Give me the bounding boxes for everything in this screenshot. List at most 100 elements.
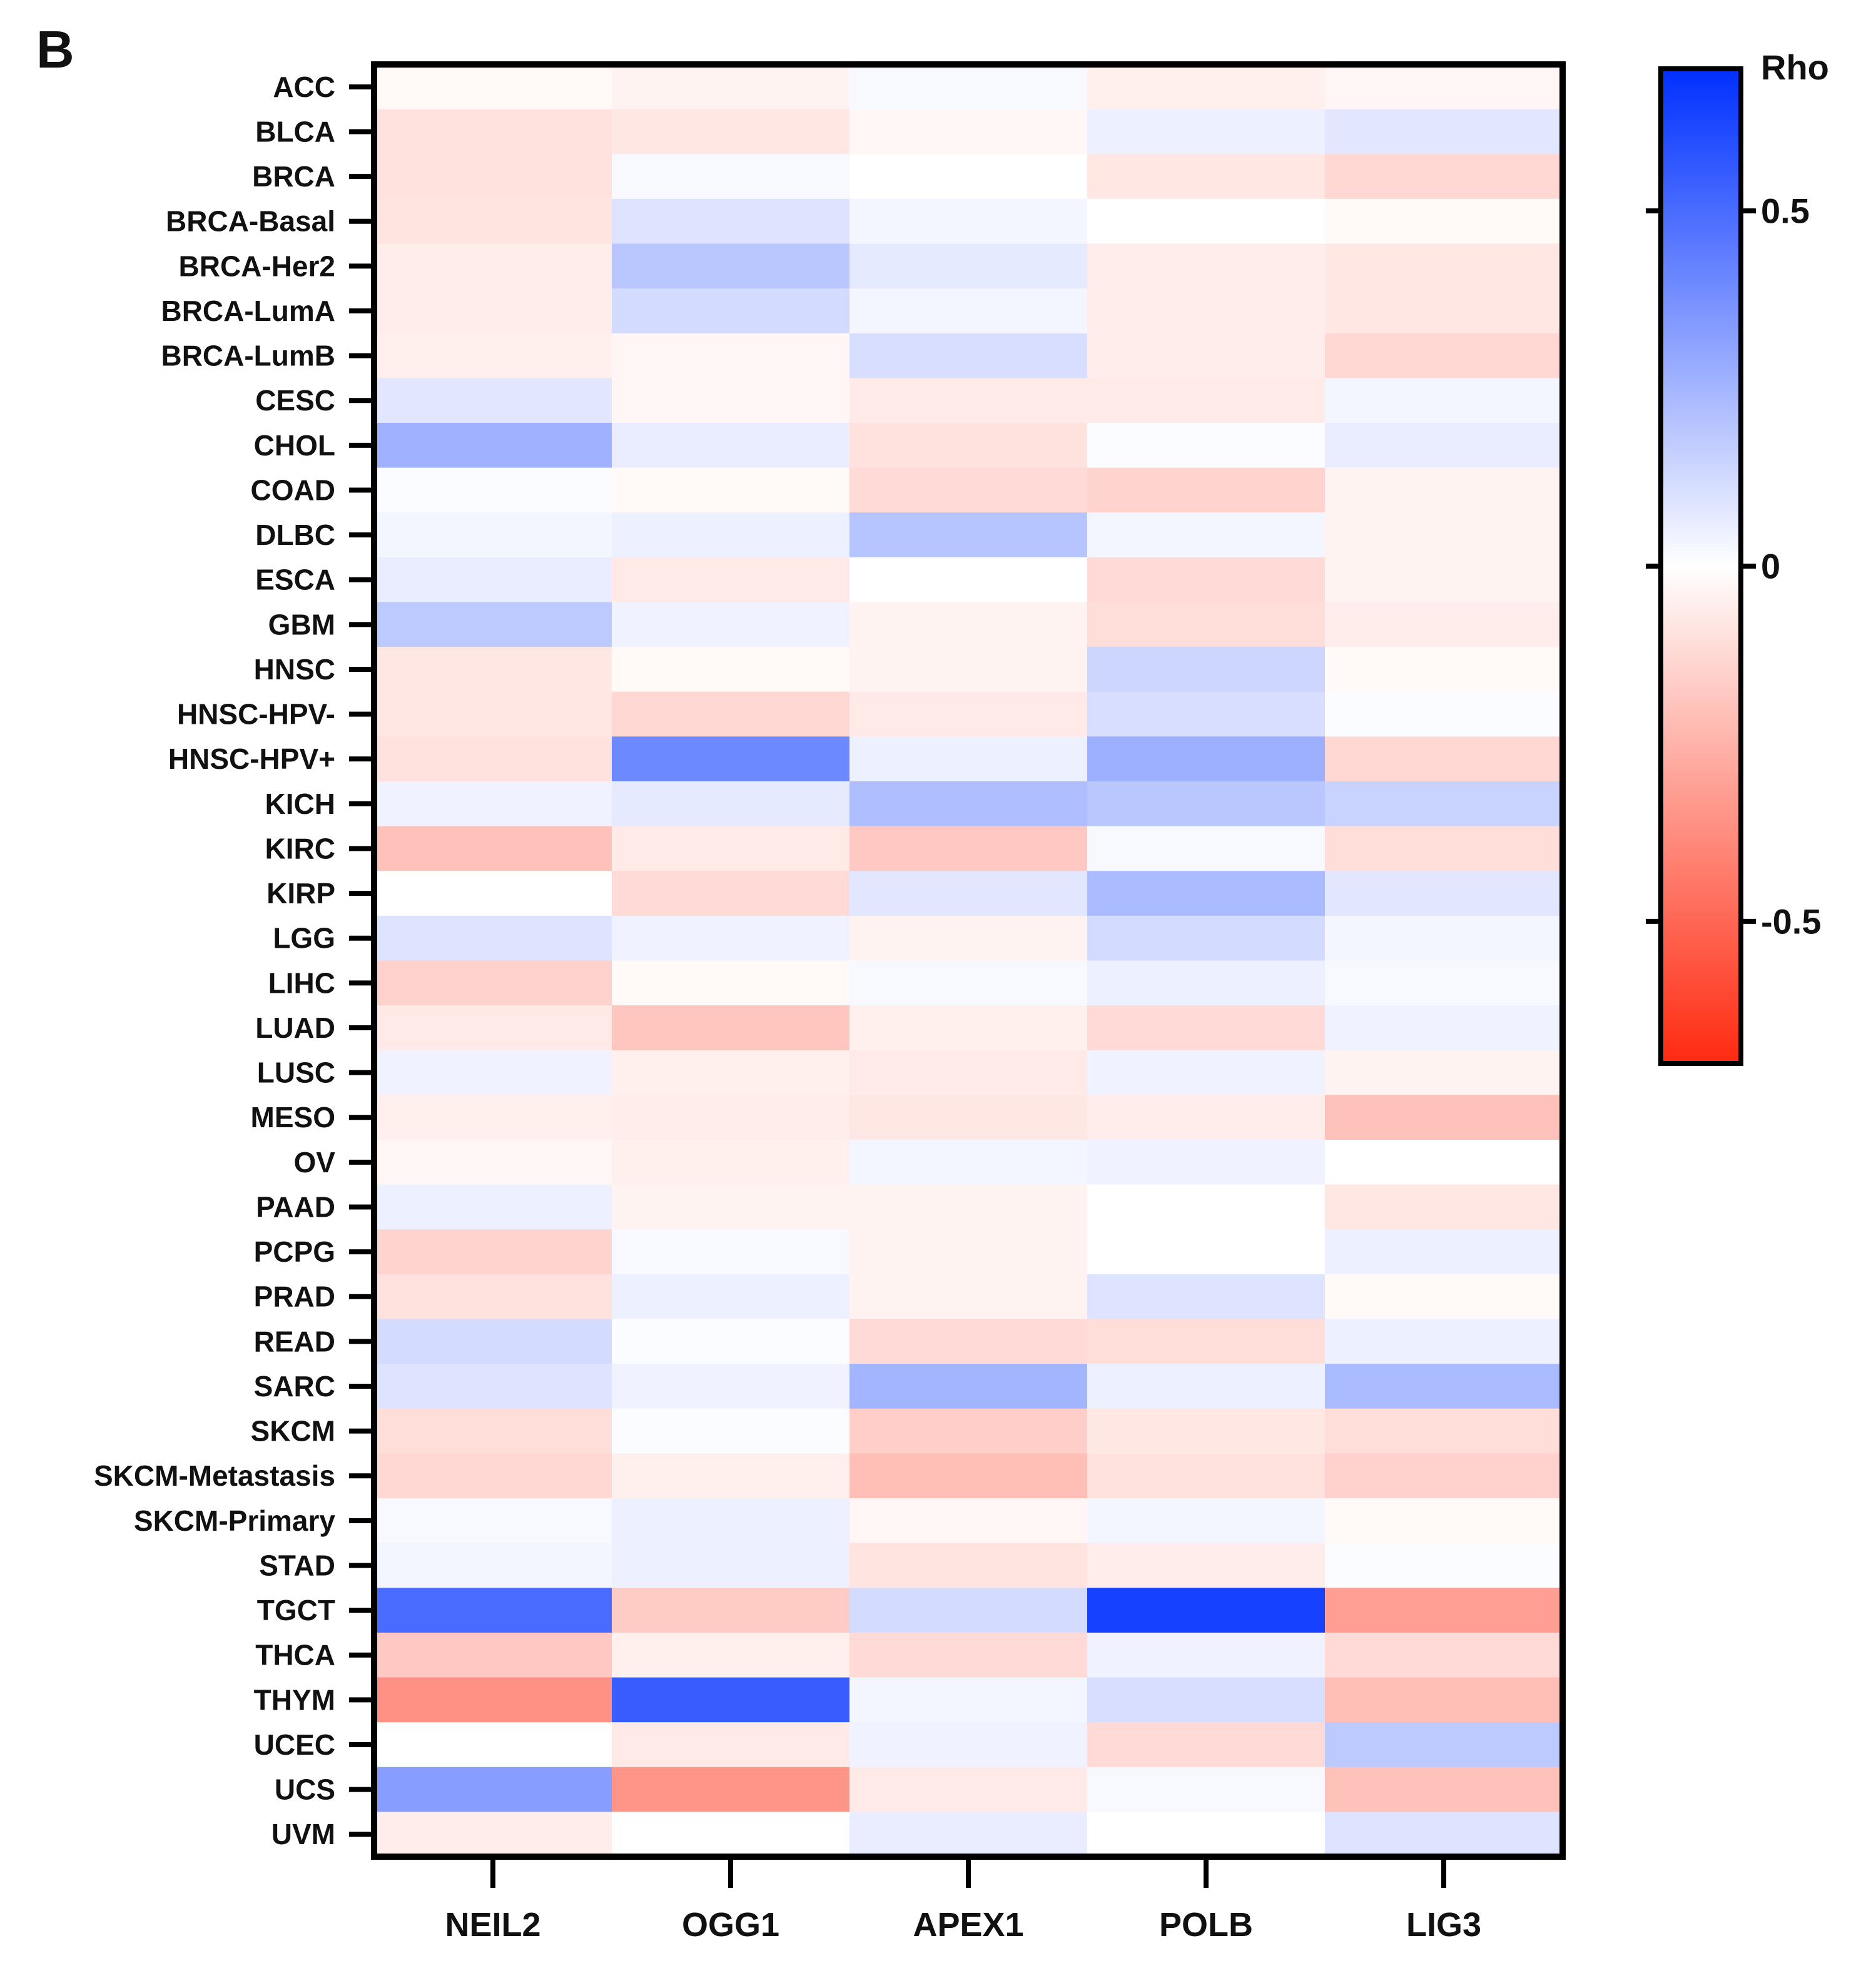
cell-esca-apex1 xyxy=(849,557,1088,603)
colorbar-ticks: 0.5 0 -0.5 xyxy=(1646,191,1822,941)
cell-kirp-lig3 xyxy=(1325,871,1563,916)
panel-label: B xyxy=(36,20,74,79)
cell-skcm-primary-ogg1 xyxy=(612,1498,850,1544)
cell-kirp-polb xyxy=(1087,871,1326,916)
cell-stad-polb xyxy=(1087,1543,1326,1588)
cell-cesc-polb xyxy=(1087,378,1326,424)
cell-skcm-lig3 xyxy=(1325,1408,1563,1454)
cell-hnsc-hpv-ogg1 xyxy=(612,691,850,737)
cell-kirp-neil2 xyxy=(374,871,612,916)
row-label-brca-her2: BRCA-Her2 xyxy=(179,250,335,282)
cell-brca-her2-polb xyxy=(1087,243,1326,289)
cell-ov-ogg1 xyxy=(612,1140,850,1185)
cell-hnsc-polb xyxy=(1087,647,1326,692)
row-label-skcm-metastasis: SKCM-Metastasis xyxy=(94,1459,335,1492)
cell-chol-neil2 xyxy=(374,423,612,469)
cell-ucs-neil2 xyxy=(374,1767,612,1812)
column-label-polb: POLB xyxy=(1159,1906,1253,1944)
row-label-lihc: LIHC xyxy=(268,966,335,999)
cell-thca-apex1 xyxy=(849,1632,1088,1678)
cell-lgg-apex1 xyxy=(849,915,1088,961)
row-label-thym: THYM xyxy=(254,1683,335,1716)
cell-thym-apex1 xyxy=(849,1677,1088,1723)
cell-brca-lig3 xyxy=(1325,154,1563,200)
row-label-brca-luma: BRCA-LumA xyxy=(161,295,335,327)
cell-lihc-polb xyxy=(1087,960,1326,1006)
cell-brca-basal-neil2 xyxy=(374,198,612,245)
cell-read-polb xyxy=(1087,1319,1326,1364)
cell-meso-lig3 xyxy=(1325,1095,1563,1140)
cell-coad-ogg1 xyxy=(612,467,850,513)
cell-thym-lig3 xyxy=(1325,1677,1563,1723)
cell-prad-lig3 xyxy=(1325,1274,1563,1320)
cell-hnsc-neil2 xyxy=(374,647,612,692)
cell-blca-lig3 xyxy=(1325,109,1563,155)
cell-acc-lig3 xyxy=(1325,64,1563,110)
cell-cesc-apex1 xyxy=(849,378,1088,424)
cell-meso-apex1 xyxy=(849,1095,1088,1140)
row-label-ov: OV xyxy=(294,1146,336,1179)
cell-meso-neil2 xyxy=(374,1095,612,1140)
cell-thca-neil2 xyxy=(374,1632,612,1678)
cell-kirc-neil2 xyxy=(374,826,612,871)
cell-ucs-lig3 xyxy=(1325,1767,1563,1812)
cell-skcm-primary-lig3 xyxy=(1325,1498,1563,1544)
row-label-uvm: UVM xyxy=(271,1818,335,1850)
cell-dlbc-polb xyxy=(1087,512,1326,558)
cell-uvm-polb xyxy=(1087,1812,1326,1857)
cell-dlbc-apex1 xyxy=(849,512,1088,558)
cell-luad-ogg1 xyxy=(612,1005,850,1051)
row-label-esca: ESCA xyxy=(255,564,335,596)
cell-hnsc-hpv-ogg1 xyxy=(612,736,850,782)
cell-ov-apex1 xyxy=(849,1140,1088,1185)
column-labels: NEIL2 OGG1 APEX1 POLB LIG3 xyxy=(445,1906,1481,1944)
cell-read-ogg1 xyxy=(612,1319,850,1364)
row-label-cesc: CESC xyxy=(255,384,335,417)
cell-paad-polb xyxy=(1087,1184,1326,1230)
cell-lusc-neil2 xyxy=(374,1050,612,1095)
cell-ucs-apex1 xyxy=(849,1767,1088,1812)
cell-skcm-apex1 xyxy=(849,1408,1088,1454)
cell-stad-apex1 xyxy=(849,1543,1088,1588)
cell-tgct-apex1 xyxy=(849,1588,1088,1633)
cell-brca-luma-neil2 xyxy=(374,288,612,334)
cell-skcm-neil2 xyxy=(374,1408,612,1454)
cell-sarc-ogg1 xyxy=(612,1364,850,1409)
cell-brca-her2-apex1 xyxy=(849,243,1088,289)
cell-ucec-apex1 xyxy=(849,1722,1088,1768)
row-label-dlbc: DLBC xyxy=(255,519,335,551)
cell-gbm-polb xyxy=(1087,602,1326,647)
cell-paad-lig3 xyxy=(1325,1184,1563,1230)
cell-acc-apex1 xyxy=(849,64,1088,110)
cell-lusc-apex1 xyxy=(849,1050,1088,1095)
cell-brca-basal-polb xyxy=(1087,198,1326,245)
cell-kich-neil2 xyxy=(374,781,612,827)
column-label-ogg1: OGG1 xyxy=(682,1906,779,1944)
cell-hnsc-lig3 xyxy=(1325,647,1563,692)
row-label-ucs: UCS xyxy=(275,1773,335,1806)
cell-brca-lumb-ogg1 xyxy=(612,333,850,378)
cell-ov-polb xyxy=(1087,1140,1326,1185)
row-label-hnsc-hpv: HNSC-HPV- xyxy=(177,698,335,731)
cell-sarc-lig3 xyxy=(1325,1364,1563,1409)
cell-uvm-apex1 xyxy=(849,1812,1088,1857)
cell-thym-ogg1 xyxy=(612,1677,850,1723)
cell-brca-polb xyxy=(1087,154,1326,200)
cell-thca-lig3 xyxy=(1325,1632,1563,1678)
cell-esca-polb xyxy=(1087,557,1326,603)
cell-brca-lumb-polb xyxy=(1087,333,1326,378)
cell-prad-polb xyxy=(1087,1274,1326,1320)
cell-hnsc-hpv-neil2 xyxy=(374,691,612,737)
cell-cesc-lig3 xyxy=(1325,378,1563,424)
cell-luad-apex1 xyxy=(849,1005,1088,1051)
row-label-kirp: KIRP xyxy=(266,877,335,910)
row-label-skcm: SKCM xyxy=(251,1415,335,1448)
cell-pcpg-ogg1 xyxy=(612,1229,850,1275)
cell-esca-ogg1 xyxy=(612,557,850,603)
cell-brca-her2-neil2 xyxy=(374,243,612,289)
cell-brca-lumb-neil2 xyxy=(374,333,612,378)
cell-read-neil2 xyxy=(374,1319,612,1364)
cell-uvm-lig3 xyxy=(1325,1812,1563,1857)
cell-hnsc-hpv-neil2 xyxy=(374,736,612,782)
cell-ucec-lig3 xyxy=(1325,1722,1563,1768)
